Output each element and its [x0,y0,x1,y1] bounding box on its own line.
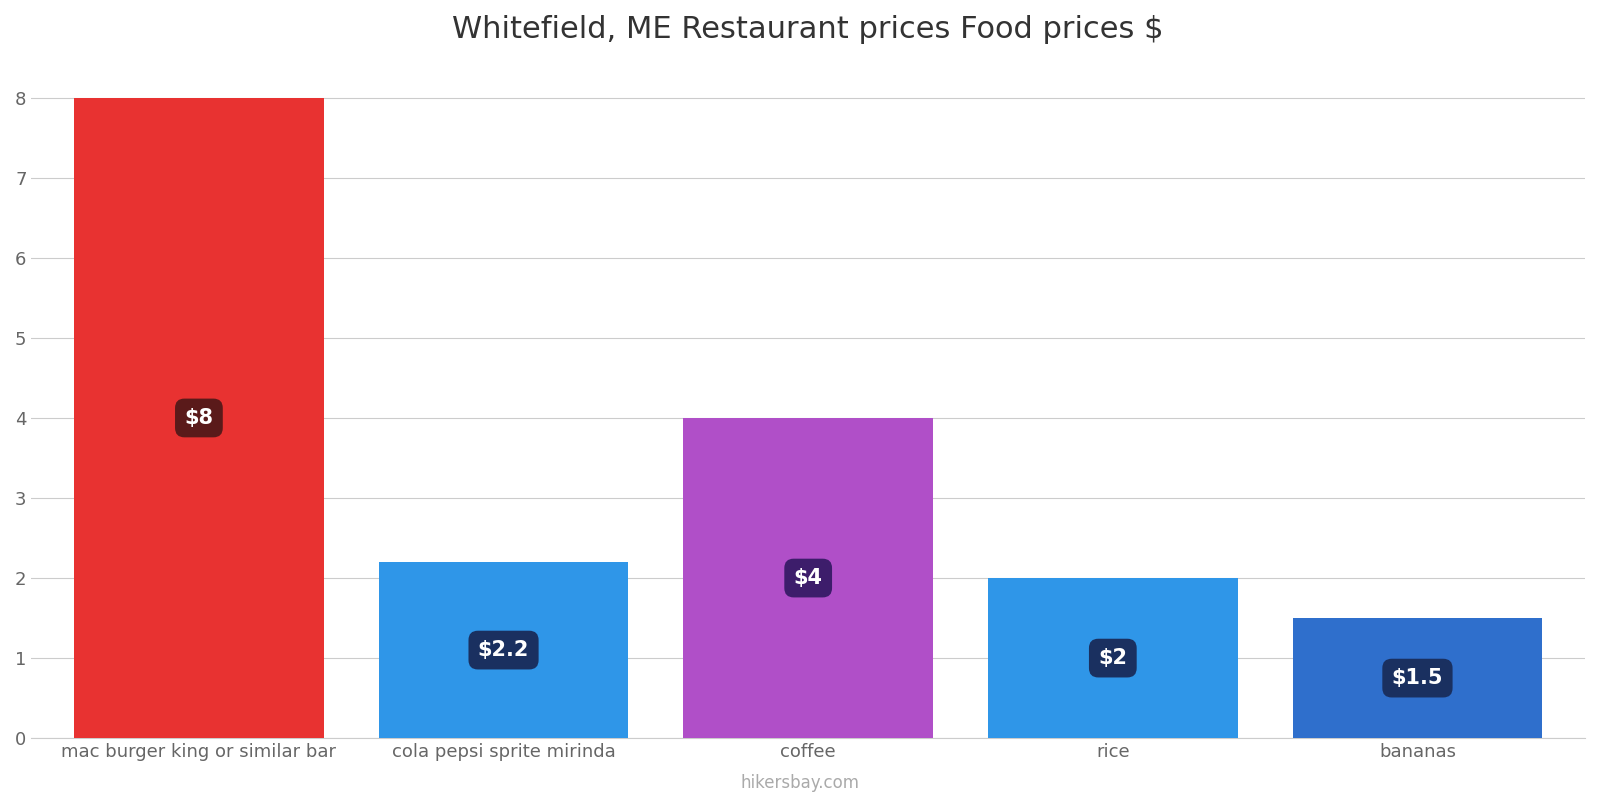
Bar [987,578,1238,738]
Text: hikersbay.com: hikersbay.com [741,774,859,792]
Bar [683,418,933,738]
Text: $8: $8 [184,408,213,428]
Bar [379,562,629,738]
Text: $4: $4 [794,568,822,588]
Bar [74,98,323,738]
Text: $1.5: $1.5 [1392,668,1443,688]
Text: $2: $2 [1098,648,1128,668]
Text: $2.2: $2.2 [478,640,530,660]
Bar [1293,618,1542,738]
Title: Whitefield, ME Restaurant prices Food prices $: Whitefield, ME Restaurant prices Food pr… [453,15,1163,44]
